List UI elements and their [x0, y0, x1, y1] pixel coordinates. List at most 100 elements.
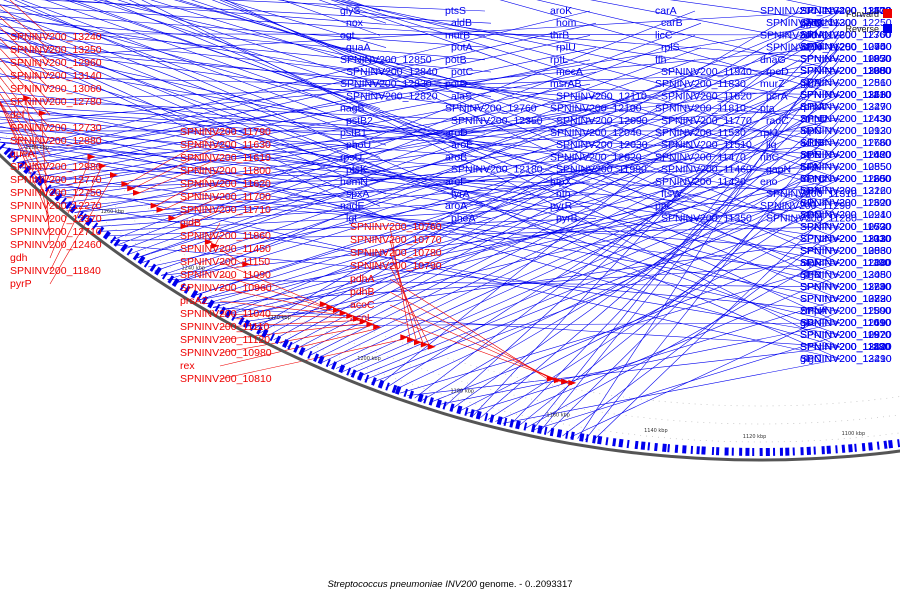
gene-label: SPNINV200_12350 [451, 115, 543, 127]
reverse-gene-block [333, 362, 336, 369]
gene-label: SPNINV200_11900 [800, 65, 891, 77]
gene-label: dnaG [760, 54, 786, 66]
gene-label: thrB [550, 29, 569, 41]
gene-label: SPNINV200_11800 [180, 165, 271, 177]
gene-label: SPNINV200_10700 [800, 41, 892, 53]
reverse-gene-block [151, 264, 155, 271]
reverse-gene-block [855, 444, 856, 452]
kbp-tick-label: 1100 kbp [842, 431, 866, 437]
reverse-gene-block [628, 440, 629, 448]
kbp-tick-label: 1200 kbp [357, 356, 381, 362]
gene-label: SPNINV200_12460 [10, 239, 102, 251]
gene-label: SPNINV200_11430 [800, 113, 891, 125]
gene-label: htpX [550, 176, 572, 188]
reverse-gene-block [458, 406, 460, 414]
gene-label: SPNINV200_11390 [800, 197, 891, 209]
gene-label: SPNINV200_12270 [10, 200, 102, 212]
gene-label: SPNINV200_12490 [800, 353, 892, 365]
gene-label: SPNINV200_12820 [346, 90, 438, 102]
reverse-gene-block [471, 410, 473, 418]
gene-label: SPNINV200_12880 [10, 135, 102, 147]
gene-label: phoU [346, 139, 371, 151]
gene-label: carA [655, 5, 677, 17]
gene-label: SPNINV200_12750 [10, 187, 102, 199]
gene-label: SPNINV200_11150 [180, 256, 270, 268]
gene-label: SPNINV200_11840 [10, 265, 101, 277]
gene-label: SPNINV200_11450 [180, 243, 271, 255]
gene-label: SPNINV200_12850 [340, 54, 432, 66]
gene-label: SPNINV200_10810 [180, 373, 272, 385]
leader-line [350, 182, 800, 374]
gene-label: SPNINV200_13140 [10, 70, 102, 82]
gene-label: ptsS [445, 5, 466, 17]
reverse-gene-block [676, 445, 677, 453]
gene-label: guaA [346, 42, 371, 54]
reverse-gene-block [664, 444, 665, 452]
gene-label: licC [655, 29, 673, 41]
gene-label: aroA [445, 200, 467, 212]
reverse-gene-block [643, 442, 644, 450]
gene-label: rplS [661, 42, 680, 54]
gene-label: pcrA [766, 90, 788, 102]
reverse-gene-block [594, 435, 595, 443]
reverse-gene-block [397, 387, 400, 395]
legend: Forward Reverse [845, 6, 892, 36]
gene-label: queA [10, 148, 35, 160]
reverse-gene-block [485, 413, 487, 421]
gene-label: SPNINV200_12100 [550, 103, 642, 115]
gene-label: SPNINV200_12760 [445, 103, 537, 115]
gene-label: SPNINV200_11940 [661, 66, 752, 78]
reverse-gene-block [430, 398, 432, 406]
gene-label: SPNINV200_11810 [655, 103, 746, 115]
gene-label: pyrB [556, 212, 578, 224]
gene-label: SPNINV200_11440 [800, 257, 891, 269]
gene-label: murZ [760, 78, 785, 90]
gene-label: pyrR [550, 200, 573, 212]
reverse-gene-block [315, 354, 318, 361]
gene-label: aroE [451, 139, 473, 151]
gene-label: SPNINV200_11620 [180, 178, 271, 190]
gene-label: SPNINV200_11350 [661, 212, 752, 224]
forward-gene-arrow [110, 172, 118, 178]
gene-label: ogt [340, 29, 355, 41]
gene-label: SPNINV200_11090 [180, 269, 271, 281]
reverse-gene-block [419, 394, 421, 402]
gene-label: SPNINV200_11530 [655, 127, 746, 139]
reverse-gene-block [599, 436, 600, 444]
reverse-gene-block [380, 380, 383, 388]
gene-label: SPNINV200_11470 [655, 151, 746, 163]
gene-label: SPNINV200_12260 [800, 185, 892, 197]
reverse-gene-block [517, 421, 519, 429]
reverse-gene-block [898, 439, 899, 447]
reverse-gene-block [870, 442, 871, 450]
gene-label: SPNINV200_11420 [655, 176, 746, 188]
reverse-gene-block [499, 417, 501, 425]
reverse-gene-block [404, 389, 407, 397]
leader-line [533, 335, 841, 430]
gene-label: SPNINV200_11700 [180, 191, 271, 203]
gene-label: SPNINV200_13060 [10, 83, 102, 95]
figure-caption: Streptococcus pneumoniae INV200 genome. … [0, 579, 900, 590]
gene-label: SPNINV200_12040 [550, 127, 642, 139]
leader-line [459, 215, 841, 412]
leader-line [0, 0, 840, 47]
gene-label: SPNINV200_11690 [800, 221, 891, 233]
reverse-gene-block [300, 348, 303, 355]
reverse-gene-block [444, 402, 446, 410]
reverse-gene-block [668, 444, 669, 452]
gene-label: SPNINV200_12020 [550, 151, 642, 163]
gene-label: SPNINV200_11510 [661, 139, 752, 151]
legend-item-reverse: Reverse [845, 21, 892, 36]
gene-label: SPNINV200_11490 [800, 317, 891, 329]
gene-label: nth [556, 188, 571, 200]
gene-label: acoC [350, 299, 375, 311]
reverse-gene-block [393, 385, 396, 393]
gene-label: msrAB [550, 78, 582, 90]
gene-label: SPNINV200_11610 [180, 152, 271, 164]
gene-label: SPNINV200_12780 [10, 96, 102, 108]
reverse-gene-block [169, 276, 173, 283]
gene-label: aroK [550, 5, 572, 17]
reverse-gene-block [352, 370, 355, 377]
leader-line [246, 323, 840, 326]
